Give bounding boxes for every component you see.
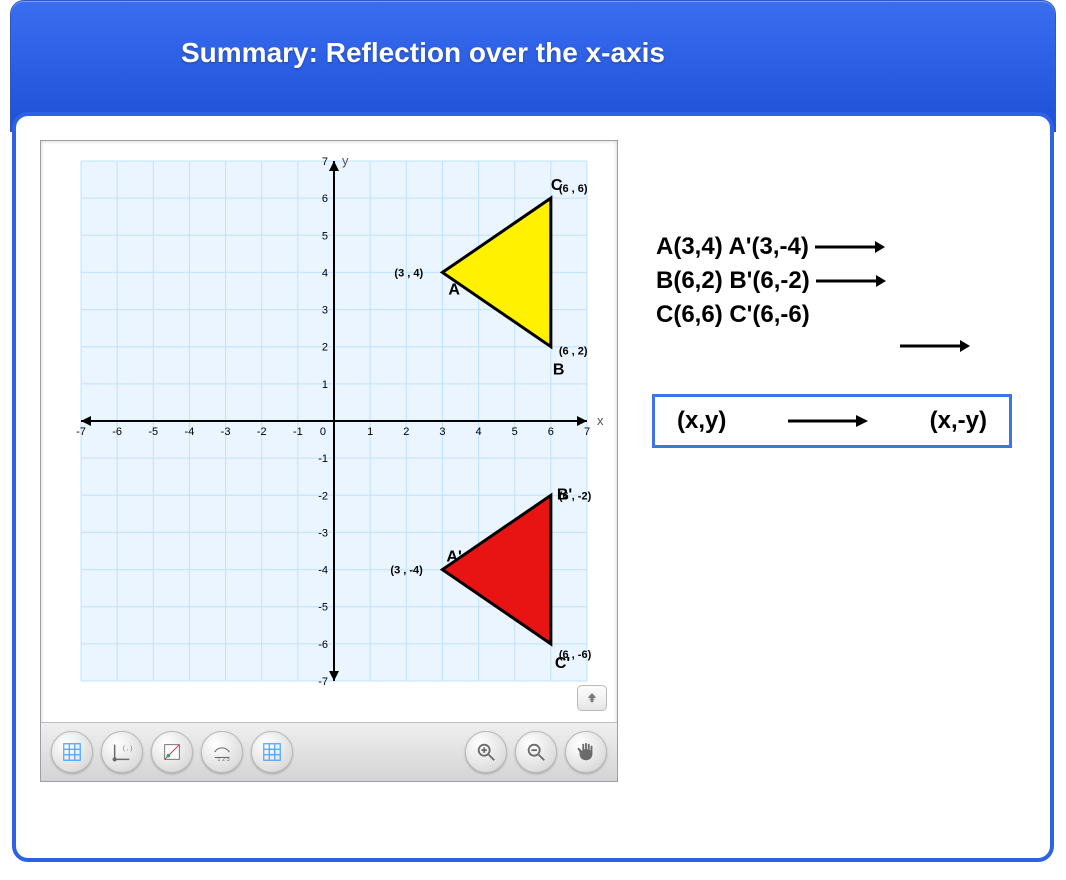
svg-text:B: B (553, 362, 565, 379)
coordinate-plane: -7 -7 -6 -6 -5 -5 -4 -4 -3 -3 -2 -2 -1 -1 1 1 2 2 3 3 4 4 5 5 6 6… (41, 141, 617, 701)
scroll-up-button[interactable] (577, 685, 607, 711)
svg-text:(6 , -6): (6 , -6) (559, 649, 592, 661)
svg-text:0: 0 (320, 426, 326, 438)
svg-text:7: 7 (584, 426, 590, 438)
svg-text:5: 5 (322, 230, 328, 242)
svg-text:-5: -5 (318, 602, 328, 614)
svg-text:2: 2 (322, 342, 328, 354)
map-line-2: B(6,2) B'(6,-2) (656, 264, 810, 298)
arrow-icon (816, 275, 886, 287)
svg-text:1: 1 (367, 426, 373, 438)
svg-text:(6 , -2): (6 , -2) (559, 490, 592, 502)
svg-text:(6 , 6): (6 , 6) (559, 183, 588, 195)
svg-text:x: x (597, 413, 604, 428)
arrow-icon (900, 340, 970, 352)
svg-text:-3: -3 (221, 426, 231, 438)
grid-icon[interactable] (51, 731, 93, 773)
svg-text:A: A (448, 281, 460, 298)
svg-text:3: 3 (322, 305, 328, 317)
map-line-1: A(3,4) A'(3,-4) (656, 230, 809, 264)
svg-text:7: 7 (322, 156, 328, 168)
svg-text:A': A' (446, 549, 461, 566)
svg-text:-6: -6 (112, 426, 122, 438)
zoom-in-icon[interactable] (465, 731, 507, 773)
svg-text:6: 6 (548, 426, 554, 438)
arrow-icon (788, 415, 868, 427)
transformation-rule: (x,y) (x,-y) (652, 394, 1012, 448)
svg-text:-4: -4 (318, 565, 328, 577)
svg-text:-7: -7 (318, 676, 328, 688)
svg-text:5: 5 (512, 426, 518, 438)
svg-text:(3 , -4): (3 , -4) (390, 565, 423, 577)
svg-text:2: 2 (403, 426, 409, 438)
svg-text:(6 , 2): (6 , 2) (559, 346, 588, 358)
graph-panel: -7 -7 -6 -6 -5 -5 -4 -4 -3 -3 -2 -2 -1 -1 1 1 2 2 3 3 4 4 5 5 6 6… (40, 140, 618, 782)
rule-rhs: (x,-y) (930, 407, 987, 435)
svg-text:-7: -7 (76, 426, 86, 438)
reset-icon[interactable] (251, 731, 293, 773)
rule-lhs: (x,y) (677, 407, 726, 435)
svg-text:1: 1 (322, 379, 328, 391)
arrow-icon (815, 241, 885, 253)
svg-text:1 2 3: 1 2 3 (217, 757, 229, 763)
axes-icon[interactable]: ( , ) (101, 731, 143, 773)
zoom-out-icon[interactable] (515, 731, 557, 773)
svg-text:-5: -5 (148, 426, 158, 438)
svg-text:4: 4 (476, 426, 482, 438)
content-card: -7 -7 -6 -6 -5 -5 -4 -4 -3 -3 -2 -2 -1 -1 1 1 2 2 3 3 4 4 5 5 6 6… (12, 112, 1054, 862)
svg-text:( , ): ( , ) (123, 745, 133, 752)
svg-text:4: 4 (322, 267, 328, 279)
svg-text:-1: -1 (293, 426, 303, 438)
svg-text:6: 6 (322, 193, 328, 205)
svg-text:-3: -3 (318, 527, 328, 539)
measure-icon[interactable]: 1 2 3 (201, 731, 243, 773)
point-flag-icon[interactable] (151, 731, 193, 773)
svg-text:-6: -6 (318, 639, 328, 651)
svg-text:3: 3 (439, 426, 445, 438)
svg-text:y: y (342, 153, 349, 168)
svg-text:-4: -4 (185, 426, 195, 438)
graph-toolbar: ( , ) 1 2 3 (41, 722, 617, 781)
svg-text:-1: -1 (318, 453, 328, 465)
coordinate-mapping: A(3,4) A'(3,-4) B(6,2) B'(6,-2) C(6,6) C… (656, 230, 886, 332)
svg-text:(3 , 4): (3 , 4) (394, 267, 423, 279)
svg-text:-2: -2 (318, 490, 328, 502)
svg-text:-2: -2 (257, 426, 267, 438)
map-line-3: C(6,6) C'(6,-6) (656, 298, 810, 332)
pan-icon[interactable] (565, 731, 607, 773)
page-title: Summary: Reflection over the x-axis (181, 37, 665, 69)
